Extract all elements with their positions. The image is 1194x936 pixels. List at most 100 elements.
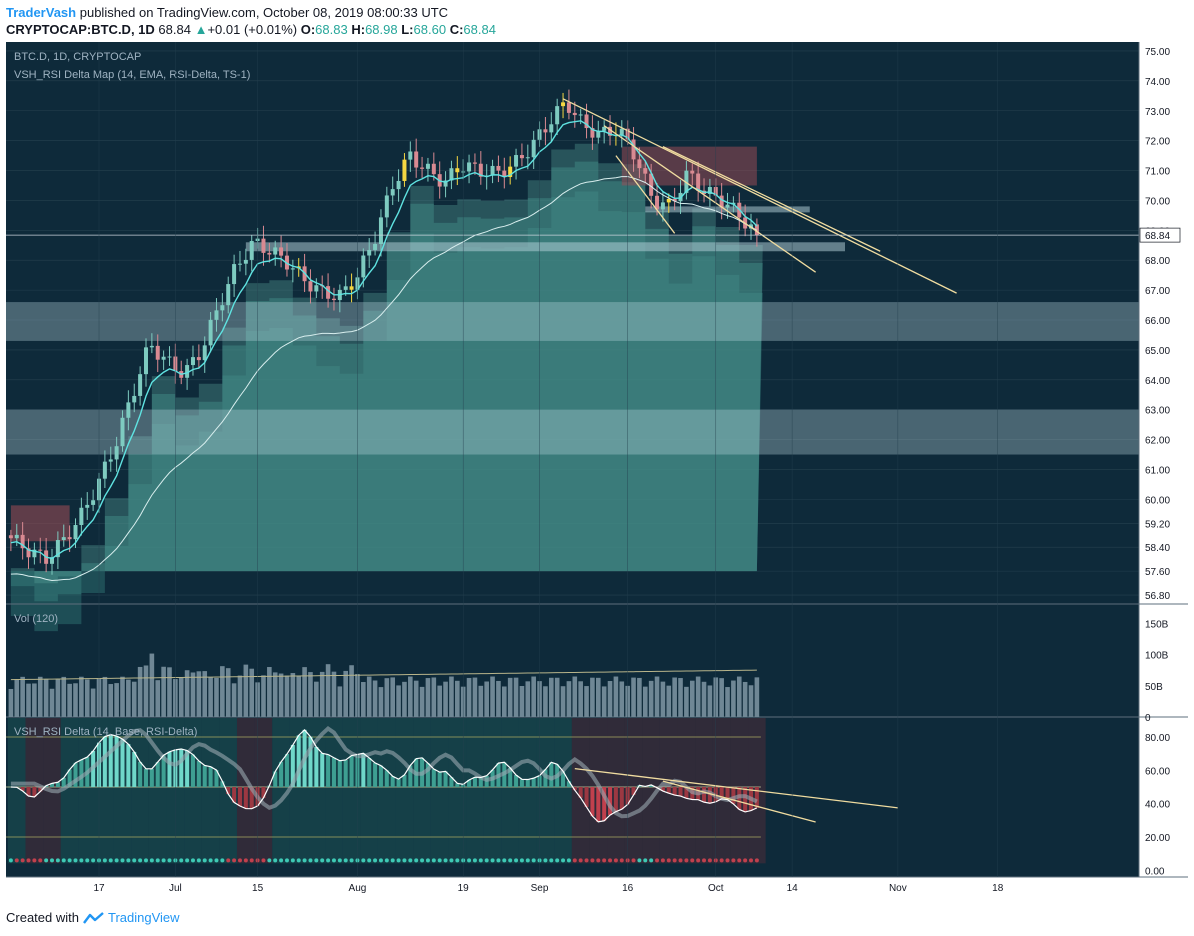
candle xyxy=(396,180,401,190)
rsi-delta-bar xyxy=(149,768,154,787)
candle xyxy=(102,461,107,479)
rsi-delta-bar xyxy=(243,787,248,809)
rsi-state-dot xyxy=(402,858,407,863)
rsi-regime-shading xyxy=(78,718,96,864)
volume-bar xyxy=(396,685,401,717)
volume-bar xyxy=(731,680,736,717)
price-tick-label: 56.80 xyxy=(1145,591,1170,602)
candle xyxy=(132,395,137,403)
rsi-state-dot xyxy=(566,858,571,863)
candle xyxy=(584,114,589,129)
rsi-state-dot xyxy=(179,858,184,863)
rsi-state-dot xyxy=(719,858,724,863)
volume-bar xyxy=(43,679,49,717)
candle xyxy=(237,263,242,265)
candle xyxy=(143,347,148,375)
candle xyxy=(707,187,712,194)
rsi-delta-bar xyxy=(232,787,237,803)
rsi-state-dot xyxy=(26,858,31,863)
main-pane-title: BTC.D, 1D, CRYPTOCAP xyxy=(14,51,141,63)
rsi-state-dot xyxy=(143,858,148,863)
delta-map-cloud xyxy=(10,161,763,602)
rsi-state-dot xyxy=(185,858,190,863)
volume-bar xyxy=(619,681,625,717)
volume-bar xyxy=(437,685,442,717)
volume-bar xyxy=(378,687,384,717)
rsi-state-dot xyxy=(249,858,254,863)
rsi-state-dot xyxy=(155,858,160,863)
volume-bar xyxy=(478,685,484,717)
rsi-state-dot xyxy=(91,858,96,863)
rsi-state-dot xyxy=(126,858,131,863)
chart-canvas[interactable]: 75.0074.0073.0072.0071.0070.0069.0068.00… xyxy=(6,42,1188,898)
rsi-state-dot xyxy=(531,858,536,863)
rsi-state-dot xyxy=(14,858,19,863)
rsi-delta-bar xyxy=(155,762,160,787)
candle xyxy=(725,204,730,208)
rsi-delta-bar xyxy=(472,777,477,787)
rsi-state-dot xyxy=(737,858,742,863)
rsi-delta-bar xyxy=(196,760,201,787)
candle xyxy=(590,128,595,138)
volume-bar xyxy=(560,686,566,717)
rsi-delta-bar xyxy=(590,787,595,817)
rsi-delta-bar xyxy=(161,755,166,787)
volume-bar xyxy=(466,677,472,717)
rsi-state-dot xyxy=(373,858,378,863)
rsi-state-dot xyxy=(561,858,566,863)
rsi-state-dot xyxy=(619,858,624,863)
volume-bar xyxy=(73,683,78,717)
trendline xyxy=(662,146,881,252)
rsi-delta-bar xyxy=(549,762,554,787)
volume-bar xyxy=(637,677,642,717)
time-tick-label: 14 xyxy=(787,883,799,894)
rsi-state-dot xyxy=(138,858,143,863)
author-link[interactable]: TraderVash xyxy=(6,5,77,20)
rsi-state-dot xyxy=(502,858,507,863)
indicator-title: VSH_RSI Delta Map (14, EMA, RSI-Delta, T… xyxy=(14,69,250,81)
candle xyxy=(61,537,66,541)
symbol-label: CRYPTOCAP:BTC.D, 1D xyxy=(6,22,155,37)
rsi-state-dot xyxy=(549,858,554,863)
rsi-trendline xyxy=(574,768,898,809)
rsi-delta-bar xyxy=(138,761,143,787)
volume-bar xyxy=(120,676,125,717)
rsi-delta-bar xyxy=(531,778,536,787)
open-label: O: xyxy=(300,22,316,37)
rsi-state-dot xyxy=(320,858,325,863)
candle xyxy=(267,252,272,255)
rsi-state-dot xyxy=(167,858,172,863)
rsi-delta-bar xyxy=(514,775,519,787)
candle xyxy=(149,345,154,348)
low-value: 68.60 xyxy=(413,22,447,37)
rsi-state-dot xyxy=(420,858,425,863)
candle xyxy=(279,247,284,256)
rsi-delta-bar xyxy=(561,771,566,787)
volume-bar xyxy=(384,678,390,717)
rsi-state-dot xyxy=(490,858,495,863)
rsi-delta-bar xyxy=(543,769,548,787)
rsi-delta-bar xyxy=(55,782,60,787)
rsi-delta-bar xyxy=(431,769,436,787)
rsi-state-dot xyxy=(425,858,430,863)
rsi-tick-label: 20.00 xyxy=(1145,833,1170,844)
volume-bar xyxy=(55,679,61,717)
rsi-state-dot xyxy=(707,858,712,863)
candle xyxy=(155,345,160,360)
rsi-delta-bar xyxy=(754,787,759,808)
rsi-delta-bar xyxy=(320,753,325,787)
rsi-state-dot xyxy=(496,858,501,863)
delta-map-cloud xyxy=(10,191,763,632)
volume-bar xyxy=(225,668,231,717)
tradingview-link[interactable]: TradingView xyxy=(83,910,180,925)
volume-bar xyxy=(413,680,419,717)
candle xyxy=(420,167,425,169)
trendline xyxy=(562,98,957,294)
candle xyxy=(719,195,724,208)
candle xyxy=(608,126,613,136)
volume-bar xyxy=(349,665,354,717)
volume-bar xyxy=(67,683,72,717)
rsi-state-dot xyxy=(73,858,78,863)
rsi-regime-shading xyxy=(448,718,467,864)
candle xyxy=(531,139,536,158)
